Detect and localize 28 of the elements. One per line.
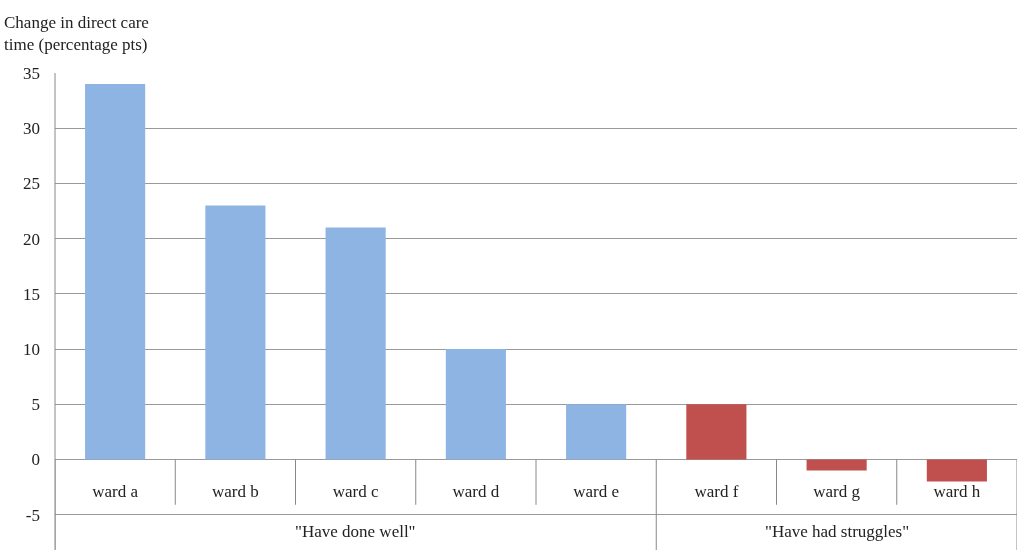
y-tick-label: 30 bbox=[23, 119, 40, 139]
x-tick-label: ward e bbox=[573, 482, 620, 502]
annotation: "Have done well" bbox=[295, 522, 416, 541]
bar bbox=[806, 459, 867, 471]
bar bbox=[205, 205, 266, 460]
y-tick-label: 0 bbox=[31, 450, 40, 470]
bar bbox=[445, 349, 506, 460]
x-tick-label: ward h bbox=[933, 482, 981, 502]
y-tick-label: -5 bbox=[25, 505, 40, 525]
y-tick-label: 20 bbox=[23, 229, 40, 249]
x-tick-label: ward c bbox=[332, 482, 379, 502]
bar bbox=[85, 84, 146, 460]
bar bbox=[926, 459, 987, 482]
x-tick-label: ward b bbox=[212, 482, 259, 502]
bar bbox=[566, 404, 627, 460]
y-tick-label: 35 bbox=[23, 63, 40, 83]
y-tick-label: 25 bbox=[23, 174, 40, 194]
bar bbox=[686, 404, 747, 460]
y-axis-title: Change in direct care time (percentage pts) bbox=[4, 13, 149, 55]
bar bbox=[325, 227, 386, 460]
x-tick-label: ward f bbox=[694, 482, 739, 502]
annotation: "Have had struggles" bbox=[765, 522, 910, 541]
y-tick-label: 5 bbox=[31, 395, 40, 415]
y-tick-label: 15 bbox=[23, 284, 40, 304]
y-tick-label: 10 bbox=[23, 339, 40, 359]
x-tick-label: ward g bbox=[813, 482, 861, 502]
x-tick-label: ward d bbox=[452, 482, 500, 502]
x-tick-label: ward a bbox=[92, 482, 139, 502]
